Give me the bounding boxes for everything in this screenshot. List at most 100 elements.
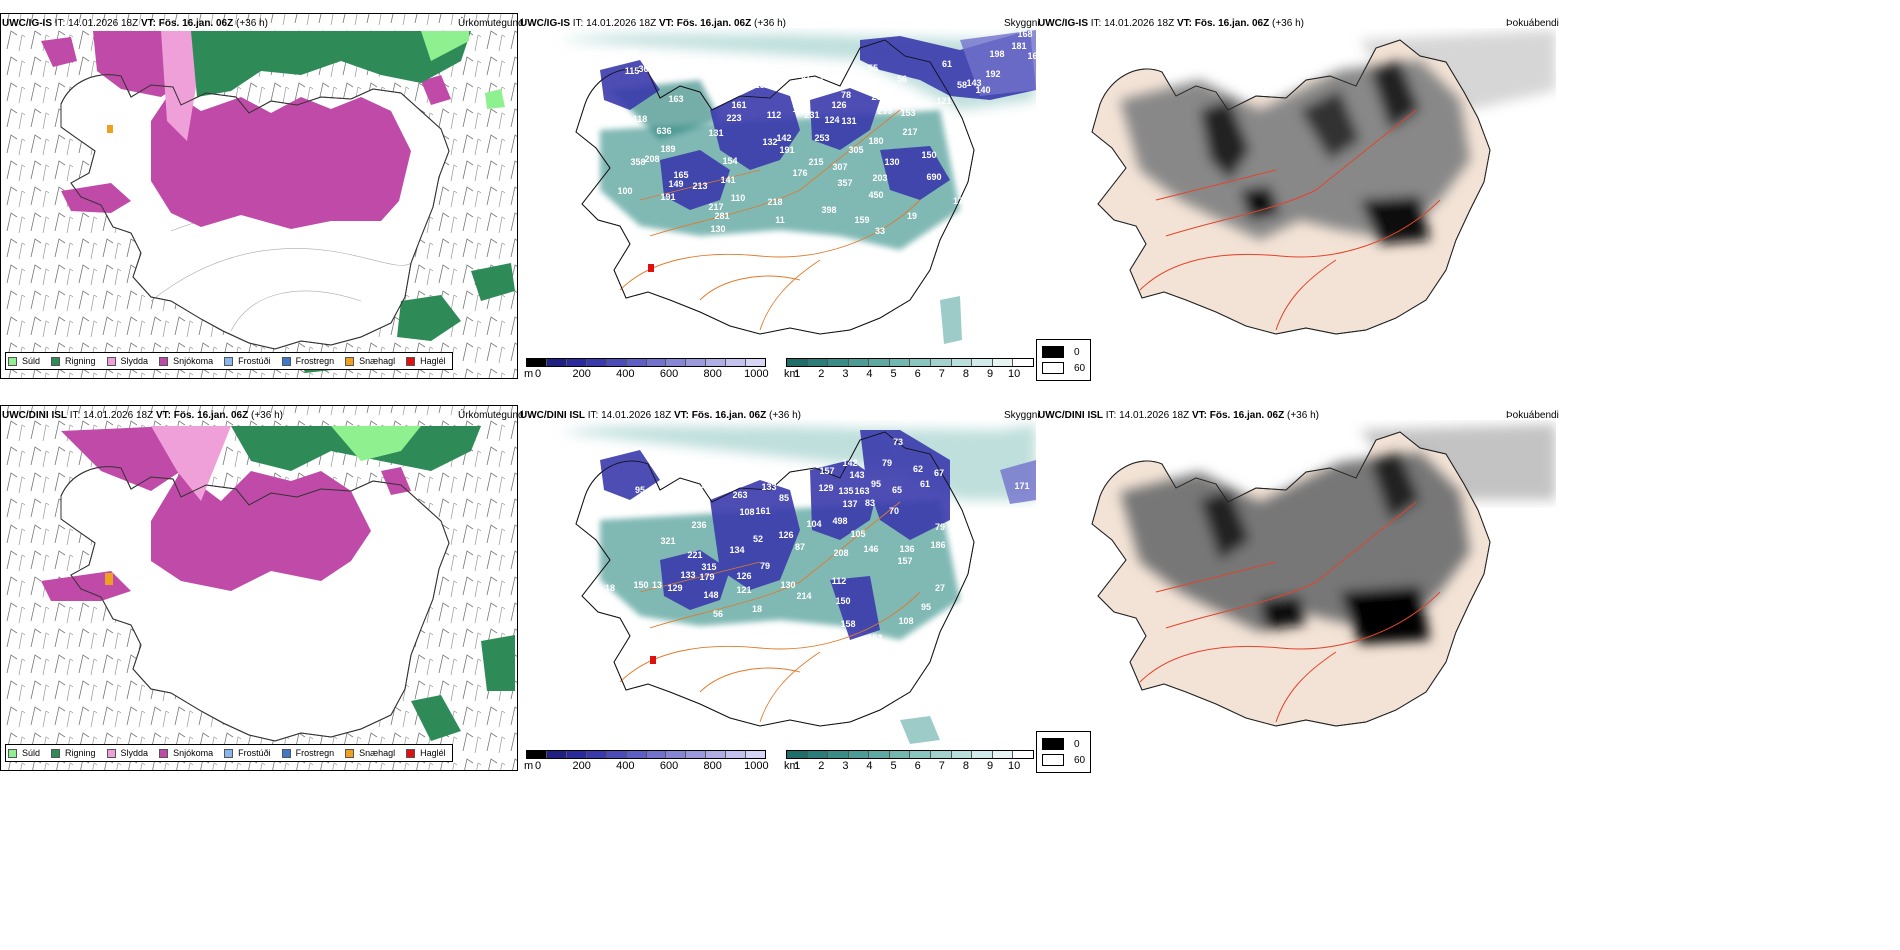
colorbar-segment	[527, 751, 547, 758]
legend-swatch	[281, 356, 291, 366]
colorbar-strip	[786, 750, 1034, 759]
visibility-title-1: Skyggni	[1004, 18, 1040, 29]
colorbar-segment	[746, 751, 766, 758]
colorbar-segment	[546, 751, 567, 758]
colorbar-segment	[828, 751, 849, 758]
colorbar-segment	[646, 751, 667, 758]
visibility-panel-2	[518, 420, 1036, 770]
precip-legend-2: Súld Rigning Slydda Snjókoma Frostúði Frostre…	[5, 744, 453, 762]
panel-title-visibility-1: UWC/IG-IS IT: 14.01.2026 18Z VT: Fös. 16…	[520, 18, 786, 29]
colorbar-segment	[889, 751, 911, 758]
legend-item: Rigning	[51, 356, 96, 366]
colorbar-segment	[606, 359, 627, 366]
colorbar-segment	[606, 751, 627, 758]
colorbar-segment	[726, 359, 747, 366]
legend-item: Slydda	[106, 356, 149, 366]
colorbar-strip	[786, 358, 1034, 367]
colorbar-segment	[972, 751, 993, 758]
legend-item: Súld	[8, 356, 40, 366]
colorbar-unit: m	[524, 368, 534, 380]
fog-legend-swatch	[1042, 362, 1064, 374]
colorbar-segment	[706, 359, 727, 366]
colorbar-unit: km	[784, 368, 799, 380]
colorbar-tick: 7	[938, 760, 945, 772]
colorbar-segment	[686, 751, 707, 758]
fog-legend-label: 0	[1074, 346, 1080, 358]
legend-swatch	[159, 356, 169, 366]
legend-label: Frostúði	[238, 356, 271, 366]
legend-item: Frostúði	[224, 748, 271, 758]
precip-type-panel-1: Súld Rigning Slydda Snjókoma Frostúði Frostre…	[0, 13, 518, 379]
colorbar-visibility-1: km 1 2 3 4 5 6 7 8 9 10	[784, 358, 1034, 380]
colorbar-segment	[848, 751, 870, 758]
fog-title-2: Þokuábendi	[1506, 410, 1559, 421]
colorbar-segment	[910, 751, 932, 758]
visibility-panel-1	[518, 28, 1036, 378]
colorbar-segment	[586, 359, 607, 366]
fog-panel-2	[1036, 420, 1556, 770]
precip-type-map-1	[1, 14, 518, 379]
colorbar-tick: 0	[534, 760, 542, 772]
colorbar-tick: 0	[534, 368, 542, 380]
precip-type-panel-2: Súld Rigning Slydda Snjókoma Frostúði Frostre…	[0, 405, 518, 771]
colorbar-tick: 1000	[744, 368, 769, 380]
colorbar-segment	[586, 751, 607, 758]
legend-item: Slydda	[106, 748, 148, 758]
legend-swatch	[281, 748, 291, 758]
legend-item: Frostúði	[224, 356, 271, 366]
colorbar-tick: 400	[616, 760, 635, 772]
colorbar-segment	[992, 359, 1014, 366]
colorbar-tick: 10	[1008, 760, 1021, 772]
panel-title-precip-2: UWC/DINI ISL IT: 14.01.2026 18Z VT: Fös.…	[2, 410, 283, 421]
colorbar-tick: 5	[890, 760, 897, 772]
colorbar-segment	[951, 751, 973, 758]
fog-legend-swatch	[1042, 754, 1064, 766]
panel-title-visibility-2: UWC/DINI ISL IT: 14.01.2026 18Z VT: Fös.…	[520, 410, 801, 421]
colorbar-unit: m	[524, 760, 534, 772]
legend-swatch	[406, 748, 416, 758]
colorbar-segment	[666, 359, 687, 366]
colorbar-tick: 2	[818, 760, 825, 772]
colorbar-tick: 4	[866, 760, 873, 772]
legend-swatch	[345, 748, 355, 758]
colorbar-tick: 1	[794, 760, 801, 772]
legend-label: Frostregn	[295, 748, 335, 758]
legend-swatch	[8, 356, 17, 366]
legend-item: Súld	[8, 748, 40, 758]
colorbar-tick: 3	[842, 760, 849, 772]
legend-label: Rigning	[65, 748, 96, 758]
legend-label: Rigning	[65, 356, 96, 366]
colorbar-tick: 2	[818, 368, 825, 380]
legend-swatch	[106, 356, 116, 366]
fog-legend-swatch	[1042, 738, 1064, 750]
legend-item: Snæhagl	[345, 748, 395, 758]
colorbar-segment	[931, 751, 952, 758]
fog-legend-item: 60	[1042, 752, 1085, 768]
legend-label: Slydda	[120, 356, 149, 366]
fog-legend-label: 0	[1074, 738, 1080, 750]
colorbar-segment	[626, 359, 647, 366]
visibility-map-2	[518, 420, 1036, 770]
colorbar-segment	[787, 359, 808, 366]
legend-swatch	[106, 748, 116, 758]
legend-label: Haglél	[420, 356, 446, 366]
colorbar-strip	[526, 750, 766, 759]
colorbar-segment	[1013, 359, 1033, 366]
fog-legend-2: 0 60	[1036, 731, 1092, 773]
colorbar-strip	[526, 358, 766, 367]
colorbar-tick: 10	[1008, 368, 1021, 380]
colorbar-tick: 6	[914, 368, 921, 380]
colorbar-tick: 9	[986, 760, 994, 772]
legend-swatch	[51, 356, 61, 366]
panel-title-fog-2: UWC/DINI ISL IT: 14.01.2026 18Z VT: Fös.…	[1038, 410, 1319, 421]
legend-label: Snæhagl	[359, 748, 396, 758]
legend-swatch	[345, 356, 355, 366]
colorbar-segment	[869, 359, 890, 366]
colorbar-segment	[666, 751, 687, 758]
legend-item: Frostregn	[281, 356, 334, 366]
colorbar-height-1: m 0 200 400 600 800 1000	[524, 358, 769, 380]
legend-label: Haglél	[420, 748, 446, 758]
colorbar-tick: 200	[572, 760, 591, 772]
colorbar-segment	[992, 751, 1014, 758]
colorbar-segment	[951, 359, 973, 366]
